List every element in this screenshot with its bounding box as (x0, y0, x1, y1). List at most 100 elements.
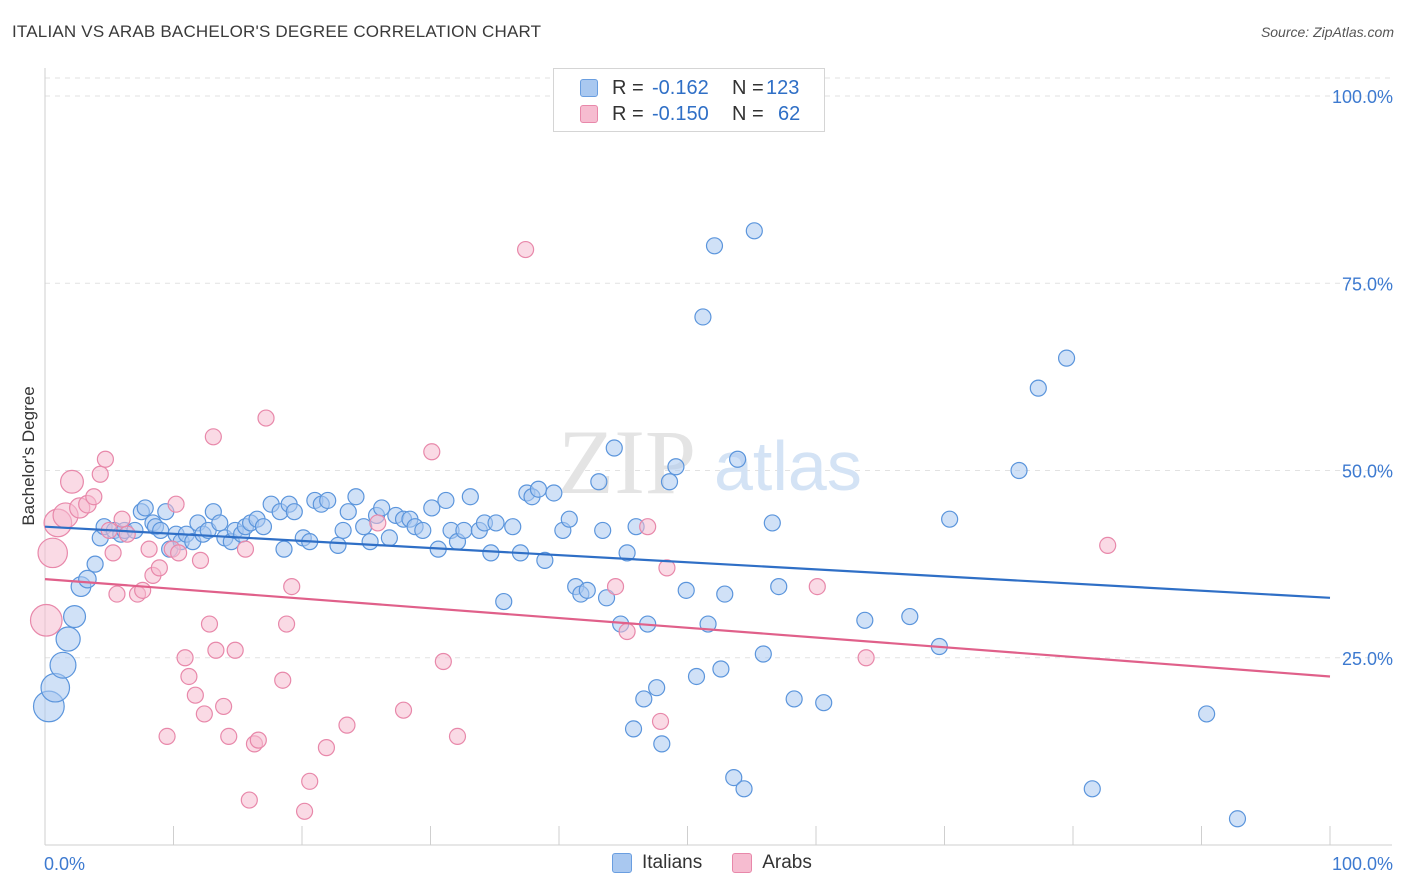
italians-point (941, 510, 959, 528)
italians-point (86, 555, 104, 573)
italians-point (329, 536, 347, 555)
italians-point (361, 533, 379, 551)
arabs-point (423, 443, 441, 461)
tick-labels: 25.0% 50.0% 75.0% 100.0% 0.0% 100.0% (44, 87, 1393, 874)
italians-point (856, 611, 874, 629)
source-credit: Source: ZipAtlas.com (1260, 24, 1394, 40)
arabs-point (60, 469, 84, 494)
italians-point (1010, 461, 1028, 480)
arabs-point (200, 615, 219, 633)
arabs-point (249, 731, 267, 749)
italians-point (677, 581, 695, 599)
italians-point (1029, 379, 1047, 397)
italians-point (1057, 349, 1076, 367)
arabs-point (257, 409, 275, 427)
arabs-trend-line (44, 578, 1331, 678)
italians-point (414, 521, 432, 540)
legend-row-italians: R = -0.162 N = 123 (580, 76, 799, 100)
arabs-point (118, 525, 136, 543)
y-axis-label: Bachelor's Degree (19, 386, 38, 525)
italians-point (815, 694, 833, 712)
series-legend: Italians Arabs (612, 852, 842, 874)
italians-point (735, 780, 753, 798)
arabs-point (204, 428, 222, 446)
series-italians-points (32, 222, 1247, 828)
y-tick-label: 75.0% (1342, 274, 1393, 294)
arabs-point (186, 686, 204, 704)
italians-point (55, 626, 81, 652)
italians-point (618, 544, 636, 562)
italians-point (590, 473, 608, 491)
italians-point (725, 768, 743, 787)
italians-point (461, 488, 479, 506)
legend-n-label: N = (732, 102, 764, 125)
arabs-point (215, 697, 233, 716)
legend-swatch-arabs (732, 853, 753, 873)
arabs-point (29, 603, 63, 637)
italians-trend-line (44, 525, 1331, 599)
italians-point (285, 503, 303, 521)
y-tick-label: 100.0% (1332, 87, 1393, 107)
arabs-point (134, 581, 152, 599)
arabs-point (96, 450, 114, 468)
legend-label-arabs: Arabs (762, 852, 812, 873)
y-tick-label: 50.0% (1342, 462, 1393, 482)
arabs-point (369, 514, 387, 532)
series-arabs-points (29, 240, 1117, 820)
italians-point (339, 503, 357, 521)
arabs-point (220, 727, 238, 745)
arabs-point (317, 739, 336, 757)
italians-point (275, 540, 293, 558)
arabs-point (191, 551, 210, 569)
arabs-point (226, 641, 244, 659)
arabs-point (195, 705, 213, 723)
arabs-point (606, 577, 625, 596)
arabs-point (274, 671, 292, 689)
y-tick-label: 25.0% (1342, 649, 1393, 669)
arabs-point (516, 240, 535, 259)
italians-point (653, 735, 671, 753)
legend-item-arabs[interactable]: Arabs (732, 852, 812, 874)
arabs-point (91, 465, 109, 483)
italians-point (1228, 810, 1247, 828)
arabs-point (301, 772, 319, 790)
italians-point (319, 491, 337, 510)
italians-point (745, 222, 763, 240)
arabs-point (618, 622, 636, 641)
arabs-point (1099, 536, 1117, 555)
italians-point (78, 569, 97, 589)
legend-r-value: -0.162 (652, 76, 709, 99)
italians-point (560, 510, 578, 528)
stats-legend: R = -0.162 N = 123 R = -0.150 N = 62 (553, 68, 825, 132)
italians-point (495, 592, 513, 611)
arabs-point (150, 559, 168, 577)
italians-point (380, 529, 398, 547)
italians-point (334, 521, 352, 540)
legend-item-italians[interactable]: Italians (612, 852, 702, 874)
arabs-point (658, 559, 676, 577)
arabs-point (180, 667, 198, 686)
italians-point (594, 521, 612, 540)
arabs-point (176, 649, 194, 667)
italians-point (635, 690, 653, 708)
italians-point (152, 521, 170, 540)
italians-point (597, 589, 616, 607)
arabs-point (808, 577, 826, 596)
italians-point (763, 514, 781, 532)
italians-point (254, 518, 273, 536)
italians-point (423, 499, 441, 517)
legend-r-label: R = (612, 102, 644, 125)
italians-point (729, 450, 747, 468)
trend-lines (44, 525, 1331, 678)
chart-title: ITALIAN VS ARAB BACHELOR'S DEGREE CORREL… (12, 22, 542, 41)
arabs-point (37, 537, 68, 569)
italians-point (770, 577, 788, 596)
italians-point (694, 308, 712, 326)
italians-point (705, 237, 724, 255)
arabs-point (167, 495, 185, 513)
italians-point (455, 521, 473, 540)
arabs-point (207, 641, 225, 659)
arabs-point (113, 510, 131, 528)
italians-point (482, 544, 500, 562)
italians-point (437, 491, 455, 510)
